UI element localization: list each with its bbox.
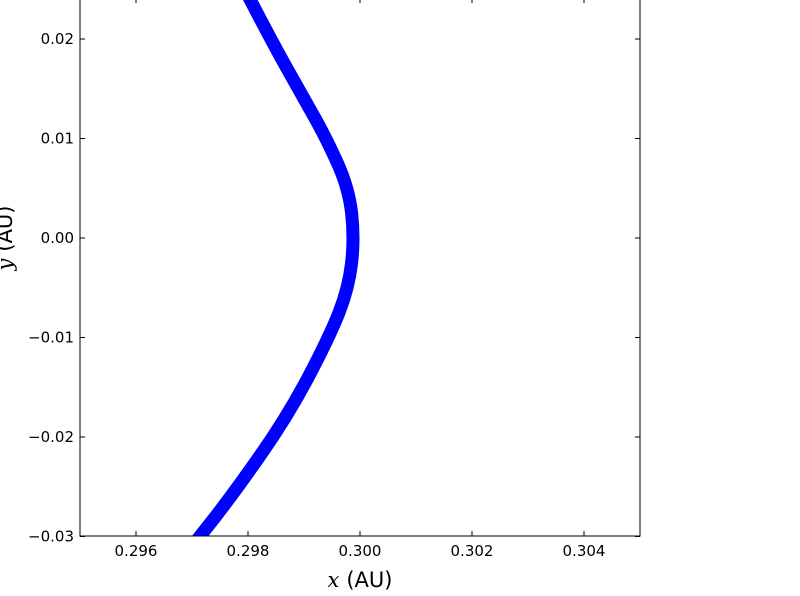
x-tick-label: 0.296 (115, 542, 158, 560)
y-tick-label: −0.02 (28, 428, 74, 446)
orbit-series-line (191, 0, 360, 536)
series-layer (191, 0, 360, 536)
x-tick-label: 0.300 (339, 542, 382, 560)
y-tick-label: 0.01 (41, 130, 74, 148)
x-axis-variable: x (328, 568, 340, 592)
y-axis-label: y (AU) (0, 206, 17, 272)
tick-layer: 0.296 0.298 0.300 0.302 0.304 0.02 0.01 0.00 −0.… (28, 0, 640, 560)
x-tick-label: 0.304 (563, 542, 606, 560)
y-axis-variable: y (0, 258, 17, 272)
y-tick-label: 0.02 (41, 30, 74, 48)
plot-frame (79, 0, 641, 537)
x-tick-label: 0.302 (451, 542, 494, 560)
x-tick-label: 0.298 (227, 542, 270, 560)
y-tick-label: −0.01 (28, 329, 74, 347)
x-axis-label: x (AU) (328, 568, 393, 592)
y-tick-label: 0.00 (41, 229, 74, 247)
x-axis-unit: (AU) (346, 568, 392, 592)
axes-frame (79, 0, 641, 537)
y-tick-label: −0.03 (28, 528, 74, 546)
y-axis-unit: (AU) (0, 206, 17, 252)
